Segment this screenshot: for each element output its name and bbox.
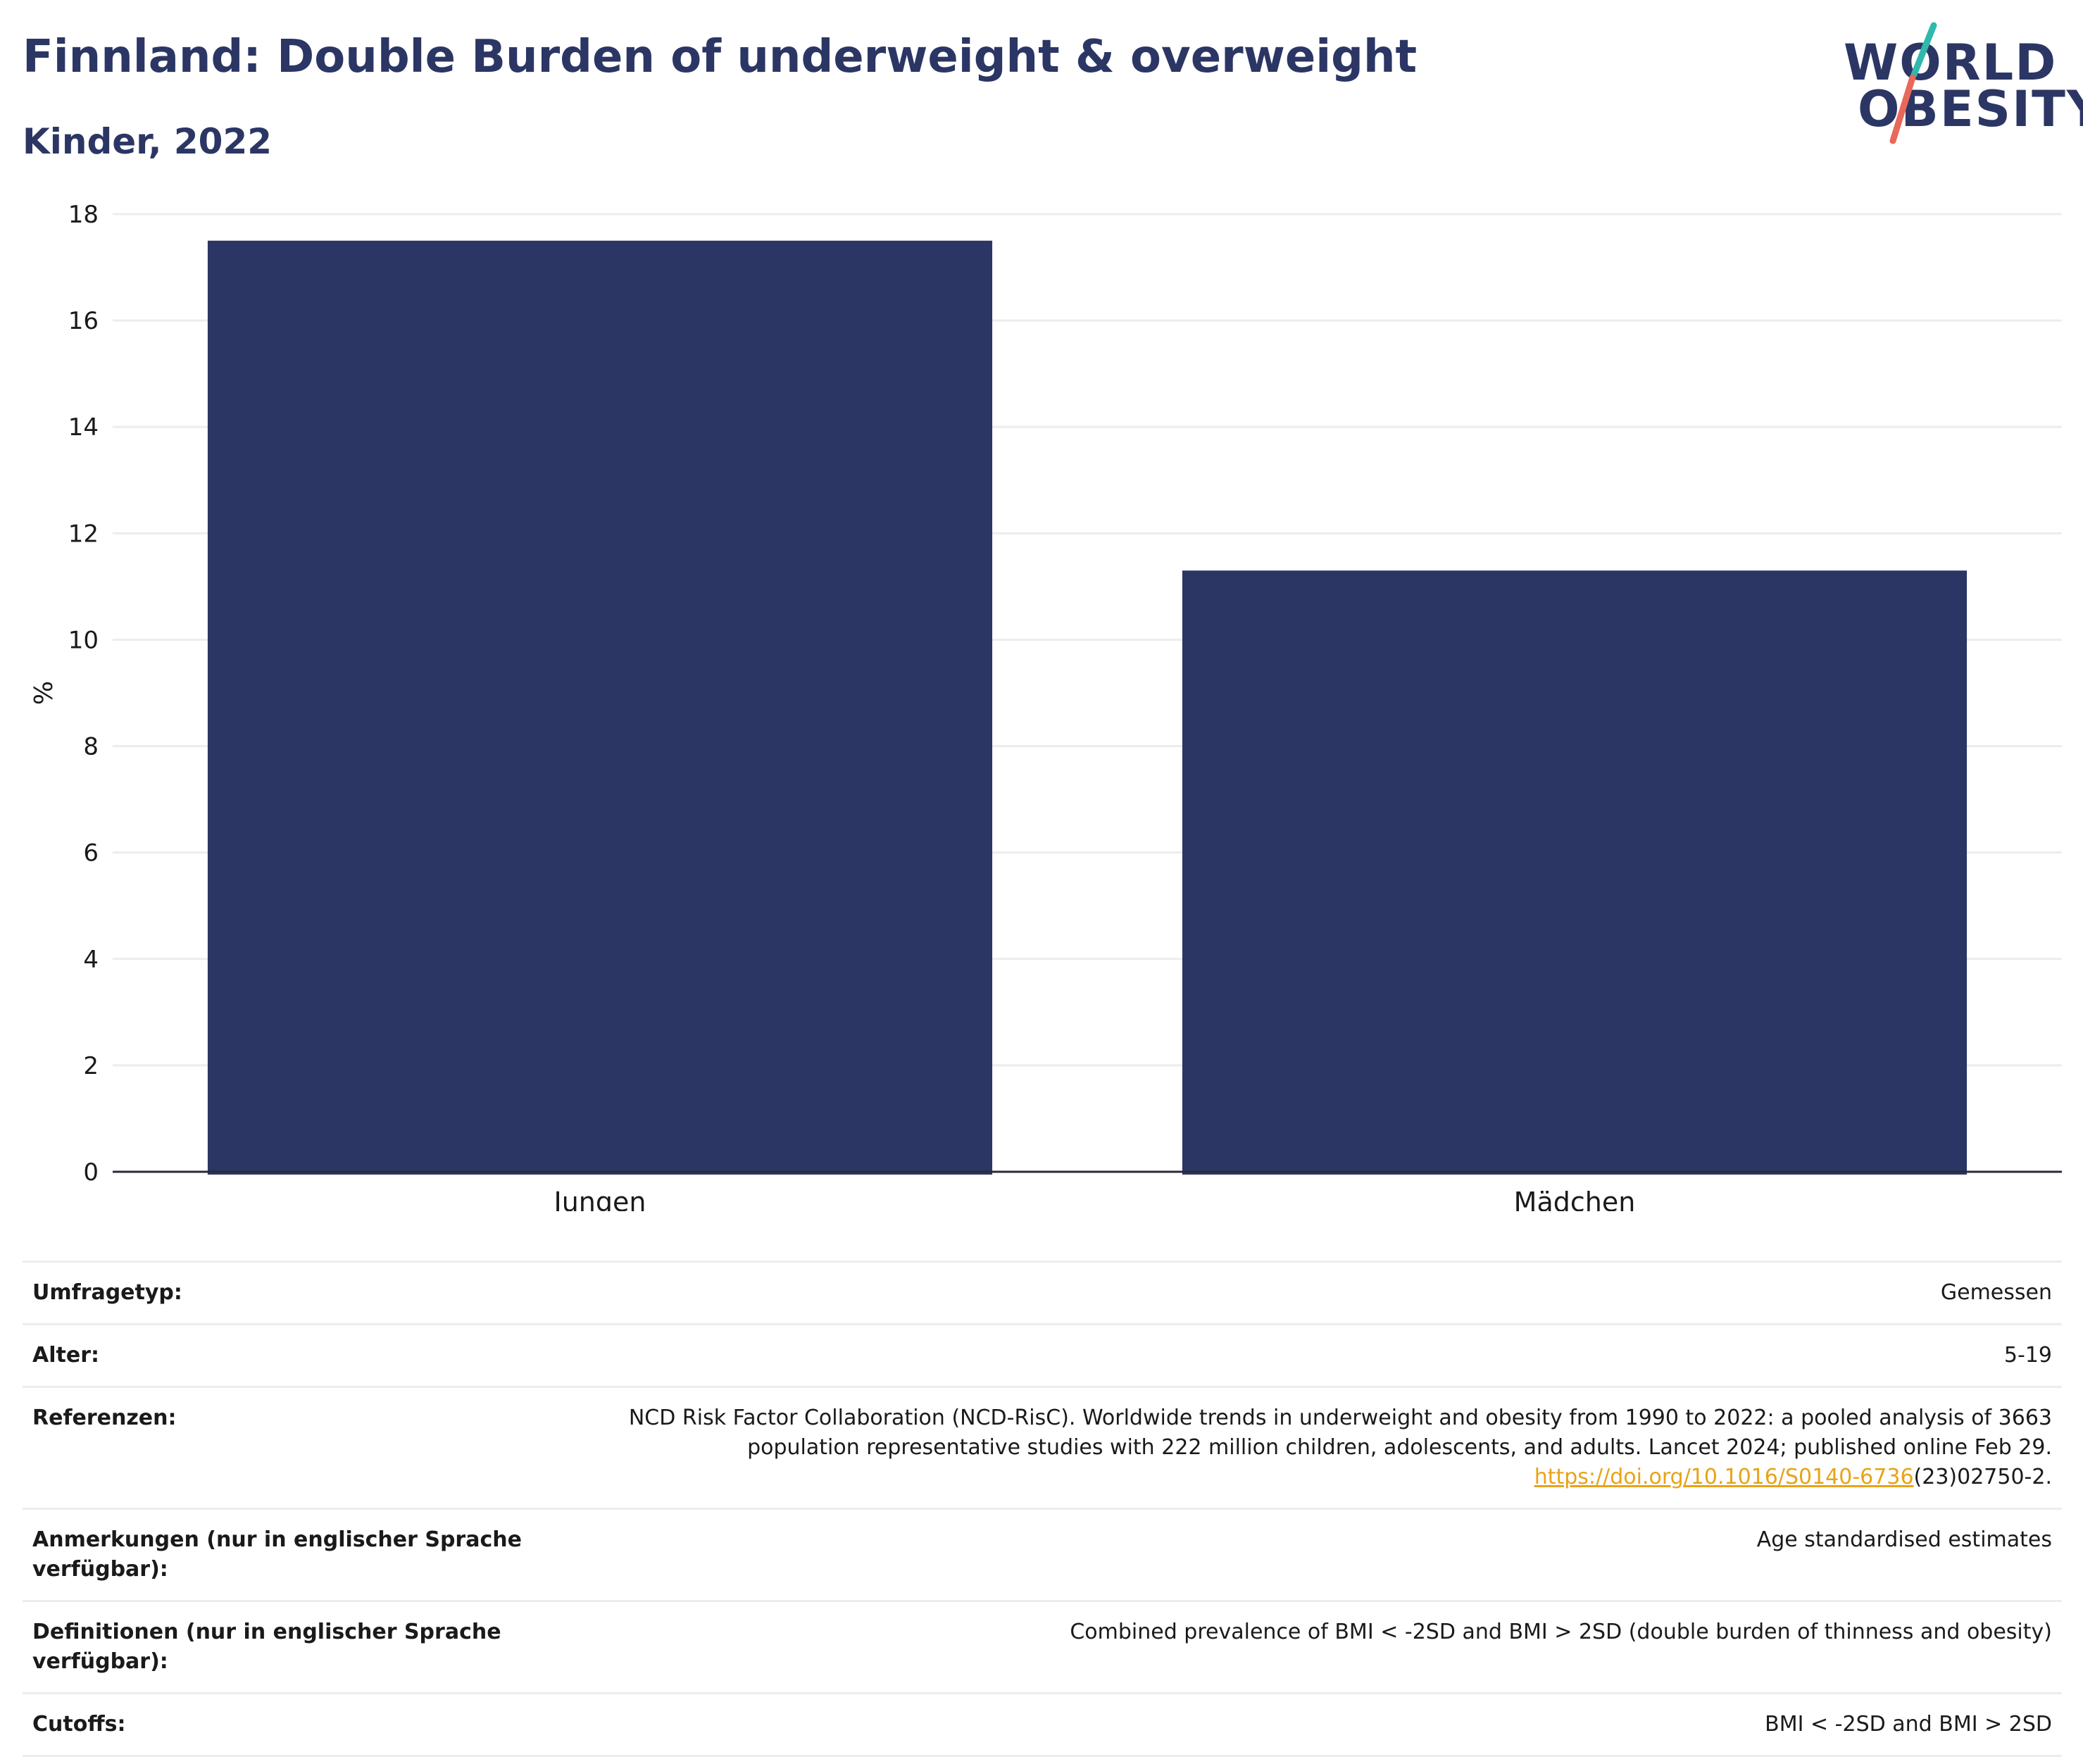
- metadata-key: Cutoffs:: [23, 1692, 535, 1757]
- metadata-key: Anmerkungen (nur in englischer Sprache v…: [23, 1508, 535, 1601]
- y-tick-label: 10: [68, 626, 99, 654]
- chart-title: Finnland: Double Burden of underweight &…: [23, 31, 1418, 83]
- metadata-value-text: Combined prevalence of BMI < -2SD and BM…: [1070, 1620, 2052, 1644]
- metadata-value-text: NCD Risk Factor Collaboration (NCD-RisC)…: [628, 1406, 2052, 1460]
- y-tick-label: 0: [83, 1158, 99, 1187]
- bar-jungen: [207, 240, 993, 1175]
- y-tick-labels: 0 2 4 6 8 10 12 14 16 18: [68, 201, 99, 1187]
- y-tick-label: 16: [68, 307, 99, 335]
- metadata-value-text: Age standardised estimates: [1756, 1527, 2052, 1552]
- y-tick-label: 6: [83, 839, 99, 868]
- metadata-value-text: 5-19: [2003, 1343, 2052, 1368]
- bar-chart: 0 2 4 6 8 10 12 14 16 18 Jungen Mädchen %: [30, 201, 2062, 1211]
- metadata-key: Referenzen:: [23, 1386, 535, 1509]
- doi-suffix: (23)02750-2.: [1913, 1465, 2052, 1489]
- metadata-value: NCD Risk Factor Collaboration (NCD-RisC)…: [535, 1386, 2062, 1509]
- x-tick-label: Mädchen: [1514, 1187, 1636, 1211]
- logo-slash-icon: [1889, 22, 1937, 144]
- y-tick-label: 4: [83, 946, 99, 974]
- y-tick-label: 8: [83, 733, 99, 761]
- metadata-value-text: Gemessen: [1940, 1280, 2052, 1305]
- metadata-value: Age standardised estimates: [535, 1508, 2062, 1601]
- y-tick-label: 18: [68, 201, 99, 229]
- world-obesity-logo: WORLD OBESITY: [1831, 21, 2083, 148]
- x-tick-labels: Jungen Mädchen: [553, 1187, 1636, 1211]
- metadata-row: Alter: 5-19: [23, 1323, 2062, 1387]
- metadata-value: Gemessen: [535, 1261, 2062, 1325]
- metadata-key: Definitionen (nur in englischer Sprache …: [23, 1600, 535, 1694]
- y-tick-label: 2: [83, 1052, 99, 1080]
- x-tick-label: Jungen: [553, 1187, 646, 1211]
- metadata-value-text: BMI < -2SD and BMI > 2SD: [1765, 1712, 2052, 1737]
- metadata-row: Definitionen (nur in englischer Sprache …: [23, 1600, 2062, 1694]
- y-tick-label: 14: [68, 413, 99, 442]
- metadata-row: Umfragetyp: Gemessen: [23, 1261, 2062, 1325]
- metadata-row: Cutoffs: BMI < -2SD and BMI > 2SD: [23, 1692, 2062, 1757]
- metadata-value: BMI < -2SD and BMI > 2SD: [535, 1692, 2062, 1757]
- logo-line-1: WORLD: [1844, 34, 2058, 92]
- doi-link[interactable]: https://doi.org/10.1016/S0140-6736: [1534, 1465, 1914, 1489]
- metadata-row: Referenzen: NCD Risk Factor Collaboration…: [23, 1386, 2062, 1509]
- chart-subtitle: Kinder, 2022: [23, 121, 273, 162]
- bars: [207, 240, 1968, 1175]
- metadata-table: Umfragetyp: Gemessen Alter: 5-19 Referenzen:…: [23, 1261, 2062, 1757]
- y-tick-label: 12: [68, 520, 99, 548]
- metadata-row: Anmerkungen (nur in englischer Sprache v…: [23, 1508, 2062, 1601]
- metadata-key: Umfragetyp:: [23, 1261, 535, 1325]
- metadata-value: Combined prevalence of BMI < -2SD and BM…: [535, 1600, 2062, 1694]
- metadata-value: 5-19: [535, 1323, 2062, 1387]
- bar-maedchen: [1182, 570, 1968, 1175]
- y-axis-label: %: [30, 681, 58, 705]
- metadata-key: Alter:: [23, 1323, 535, 1387]
